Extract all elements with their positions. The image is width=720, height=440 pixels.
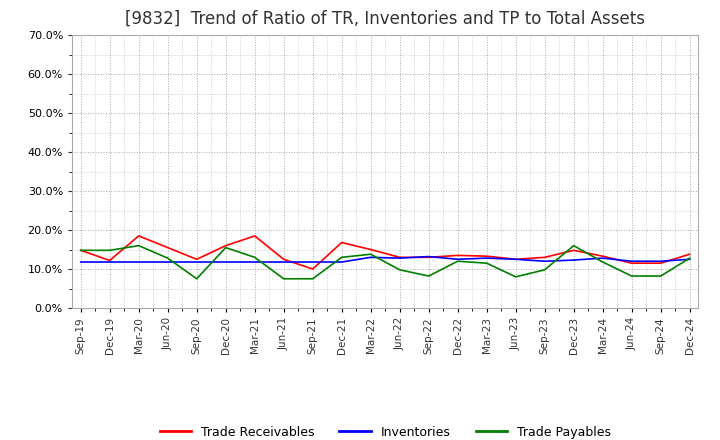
Trade Payables [685, 256, 694, 261]
Trade Receivables [424, 255, 433, 260]
Trade Payables [395, 267, 404, 272]
Trade Payables [454, 259, 462, 264]
Inventories [338, 259, 346, 264]
Trade Receivables [76, 248, 85, 253]
Trade Payables [424, 273, 433, 279]
Trade Receivables [105, 258, 114, 263]
Trade Receivables [570, 248, 578, 253]
Trade Payables [76, 248, 85, 253]
Trade Payables [482, 260, 491, 266]
Inventories [395, 256, 404, 261]
Trade Receivables [308, 266, 317, 271]
Trade Receivables [598, 253, 607, 259]
Legend: Trade Receivables, Inventories, Trade Payables: Trade Receivables, Inventories, Trade Pa… [155, 421, 616, 440]
Line: Trade Receivables: Trade Receivables [81, 236, 690, 269]
Line: Trade Payables: Trade Payables [81, 246, 690, 279]
Trade Receivables [221, 243, 230, 248]
Trade Payables [135, 243, 143, 248]
Trade Receivables [685, 252, 694, 257]
Inventories [482, 256, 491, 261]
Trade Receivables [366, 247, 375, 252]
Trade Receivables [482, 253, 491, 259]
Trade Payables [308, 276, 317, 282]
Trade Payables [570, 243, 578, 248]
Inventories [192, 259, 201, 264]
Trade Payables [279, 276, 288, 282]
Trade Payables [366, 252, 375, 257]
Inventories [251, 259, 259, 264]
Inventories [570, 257, 578, 263]
Inventories [598, 256, 607, 261]
Trade Payables [251, 255, 259, 260]
Trade Receivables [657, 260, 665, 266]
Trade Payables [511, 274, 520, 279]
Inventories [424, 254, 433, 259]
Inventories [685, 257, 694, 262]
Inventories [657, 259, 665, 264]
Trade Receivables [135, 233, 143, 238]
Trade Payables [541, 267, 549, 272]
Trade Payables [338, 255, 346, 260]
Trade Receivables [454, 253, 462, 258]
Title: [9832]  Trend of Ratio of TR, Inventories and TP to Total Assets: [9832] Trend of Ratio of TR, Inventories… [125, 10, 645, 28]
Inventories [454, 257, 462, 262]
Trade Receivables [163, 245, 172, 250]
Trade Receivables [511, 257, 520, 262]
Trade Payables [657, 273, 665, 279]
Trade Payables [598, 259, 607, 264]
Trade Receivables [192, 257, 201, 262]
Inventories [308, 259, 317, 264]
Trade Payables [192, 276, 201, 282]
Trade Receivables [627, 260, 636, 266]
Trade Payables [105, 248, 114, 253]
Trade Receivables [251, 233, 259, 238]
Trade Payables [627, 273, 636, 279]
Trade Payables [221, 245, 230, 250]
Inventories [221, 259, 230, 264]
Trade Receivables [395, 255, 404, 260]
Inventories [627, 259, 636, 264]
Inventories [366, 255, 375, 260]
Inventories [511, 257, 520, 262]
Inventories [541, 259, 549, 264]
Trade Receivables [541, 255, 549, 260]
Trade Receivables [279, 257, 288, 262]
Line: Inventories: Inventories [81, 257, 690, 262]
Inventories [279, 259, 288, 264]
Trade Receivables [338, 240, 346, 245]
Trade Payables [163, 256, 172, 261]
Inventories [105, 259, 114, 264]
Inventories [135, 259, 143, 264]
Inventories [163, 259, 172, 264]
Inventories [76, 259, 85, 264]
